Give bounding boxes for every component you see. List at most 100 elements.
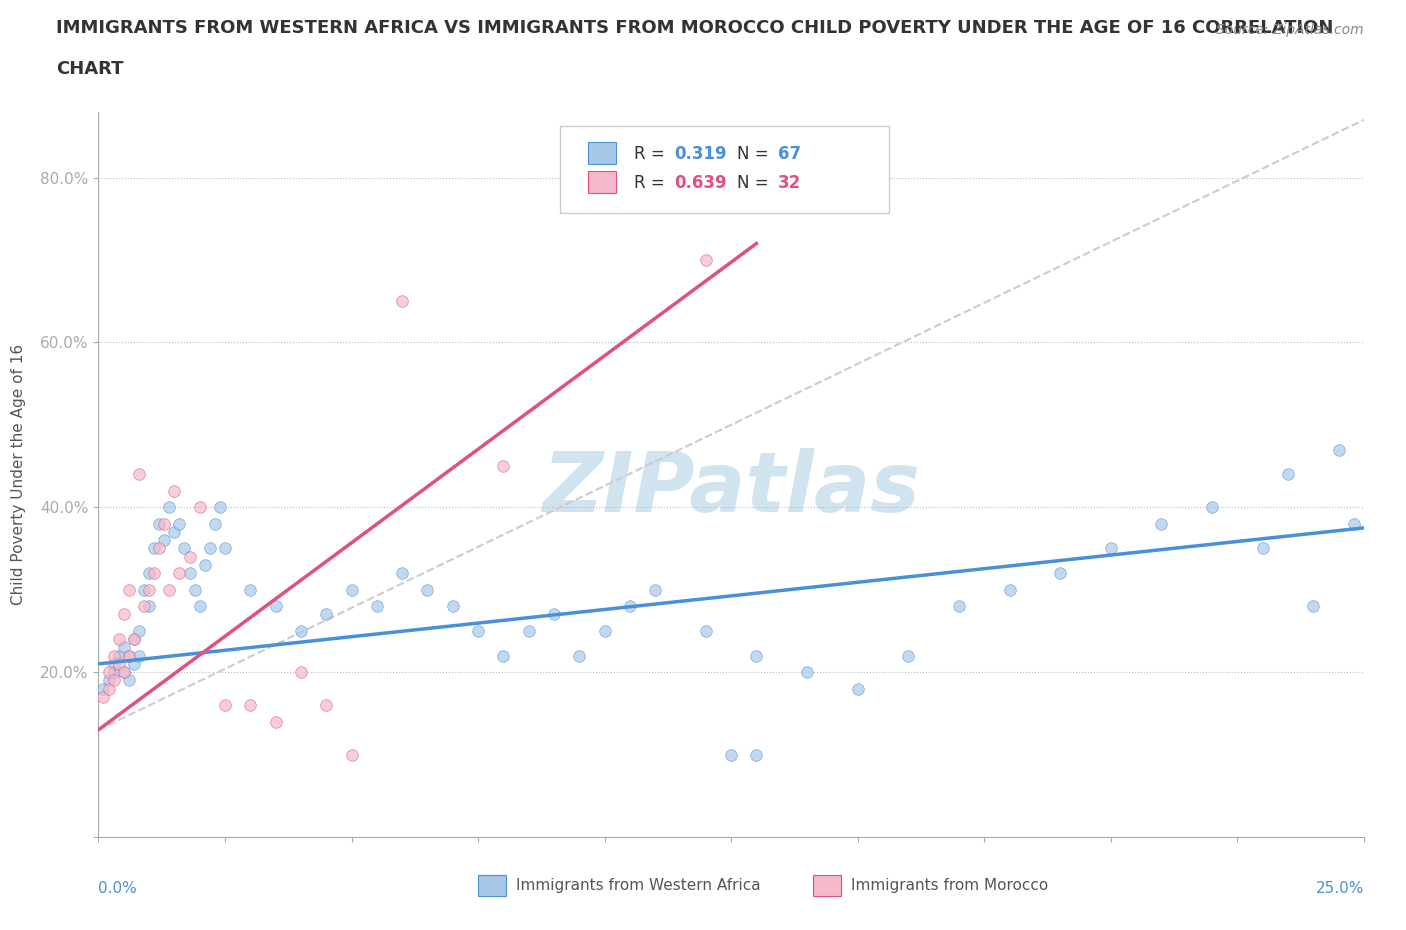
Point (948, 599, 970, 614)
Point (695, 253, 717, 268)
Point (1277, 467, 1299, 482)
Point (1327, 442, 1350, 457)
Point (93, 681, 115, 696)
Point (97, 673, 120, 688)
Point (112, 665, 135, 680)
Point (720, 747, 742, 762)
Point (517, 623, 540, 638)
Point (107, 657, 129, 671)
Text: N =: N = (737, 174, 775, 192)
FancyBboxPatch shape (478, 875, 506, 897)
Point (118, 648, 141, 663)
Point (143, 541, 166, 556)
Point (179, 565, 201, 580)
Text: Source: ZipAtlas.com: Source: ZipAtlas.com (1216, 23, 1364, 37)
Point (169, 565, 191, 580)
Point (695, 623, 717, 638)
Text: N =: N = (737, 145, 775, 163)
Point (118, 673, 141, 688)
Point (143, 565, 166, 580)
Point (157, 582, 180, 597)
Point (1201, 499, 1223, 514)
Point (745, 648, 768, 663)
Text: R =: R = (634, 174, 669, 192)
Point (103, 665, 125, 680)
Text: R =: R = (634, 145, 669, 163)
Point (112, 607, 135, 622)
Point (122, 631, 145, 646)
Y-axis label: Child Poverty Under the Age of 16: Child Poverty Under the Age of 16 (11, 344, 27, 604)
Point (315, 698, 337, 712)
Point (148, 541, 170, 556)
Point (1150, 516, 1173, 531)
Point (122, 657, 145, 671)
Point (492, 648, 515, 663)
Point (208, 499, 231, 514)
Point (138, 599, 160, 614)
Point (138, 565, 160, 580)
Point (998, 582, 1021, 597)
Text: 25.0%: 25.0% (1316, 881, 1364, 896)
Point (1251, 541, 1274, 556)
Point (1099, 541, 1122, 556)
Point (619, 599, 641, 614)
Point (132, 582, 155, 597)
Point (148, 516, 170, 531)
Point (132, 599, 155, 614)
Point (467, 623, 489, 638)
Point (441, 599, 464, 614)
FancyBboxPatch shape (813, 875, 841, 897)
Point (157, 499, 180, 514)
Point (188, 599, 211, 614)
Point (846, 681, 869, 696)
Point (112, 665, 135, 680)
Point (340, 582, 363, 597)
Point (128, 467, 150, 482)
Point (112, 640, 135, 655)
Point (366, 599, 388, 614)
Point (492, 458, 515, 473)
Point (138, 582, 160, 597)
Point (93, 689, 115, 704)
Point (214, 541, 236, 556)
Point (153, 533, 176, 548)
Point (290, 623, 312, 638)
Point (194, 557, 217, 572)
Point (239, 582, 262, 597)
Point (103, 673, 125, 688)
Text: 32: 32 (778, 174, 801, 192)
Text: CHART: CHART (56, 60, 124, 78)
Point (593, 623, 616, 638)
Text: ZIPatlas: ZIPatlas (543, 448, 920, 529)
Point (153, 516, 176, 531)
Point (107, 631, 129, 646)
Text: 0.319: 0.319 (675, 145, 727, 163)
Point (204, 516, 226, 531)
Point (97, 681, 120, 696)
Point (290, 665, 312, 680)
Text: 67: 67 (778, 145, 801, 163)
Point (128, 623, 150, 638)
Point (897, 648, 920, 663)
Point (169, 516, 191, 531)
Point (97, 665, 120, 680)
Point (239, 698, 262, 712)
FancyBboxPatch shape (588, 171, 616, 193)
Point (568, 648, 591, 663)
Point (118, 648, 141, 663)
Point (214, 698, 236, 712)
Point (391, 565, 413, 580)
Text: 0.639: 0.639 (675, 174, 727, 192)
Point (107, 648, 129, 663)
Point (118, 582, 141, 597)
Point (179, 550, 201, 565)
Point (122, 631, 145, 646)
Text: 0.0%: 0.0% (98, 881, 138, 896)
FancyBboxPatch shape (560, 126, 889, 213)
Point (103, 657, 125, 671)
Point (163, 525, 186, 539)
Point (264, 599, 287, 614)
Point (391, 294, 413, 309)
Point (173, 541, 195, 556)
Point (183, 582, 205, 597)
